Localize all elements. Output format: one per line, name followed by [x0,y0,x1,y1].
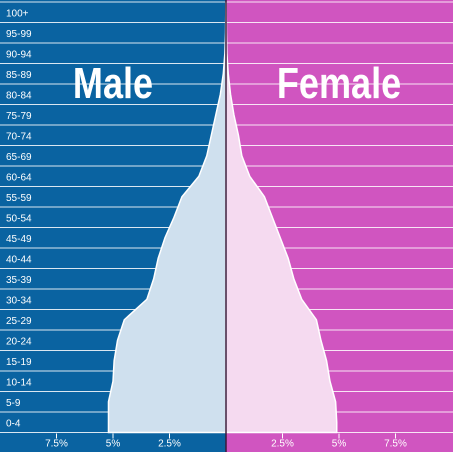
female-population-area [225,1,338,434]
female-title: Female [277,59,401,108]
age-label: 10-14 [6,377,32,388]
age-label: 70-74 [6,131,32,142]
age-label: 55-59 [6,193,32,204]
age-label: 0-4 [6,418,21,429]
age-label: 80-84 [6,90,32,101]
age-label: 90-94 [6,49,32,60]
x-axis-ticks: 7.5% 5% 2.5% 2.5% 5% 7.5% [45,433,407,450]
age-label: 85-89 [6,70,32,81]
x-tick-label: 7.5% [45,439,68,450]
x-tick-label: 5% [332,439,347,450]
age-label: 95-99 [6,29,32,40]
age-label: 65-69 [6,152,32,163]
x-tick-label: 7.5% [384,439,407,450]
age-label: 100+ [6,8,29,19]
age-label: 50-54 [6,213,32,224]
age-label: 75-79 [6,111,32,122]
age-label: 30-34 [6,295,32,306]
age-label: 15-19 [6,357,32,368]
x-tick-label: 2.5% [158,439,181,450]
age-label: 20-24 [6,336,32,347]
x-tick-label: 5% [106,439,121,450]
x-tick-label: 2.5% [271,439,294,450]
age-label: 5-9 [6,398,21,409]
male-population-area [107,1,227,434]
age-label: 60-64 [6,172,32,183]
age-label: 35-39 [6,275,32,286]
age-label: 40-44 [6,254,32,265]
male-title: Male [73,59,153,108]
age-label: 25-29 [6,316,32,327]
age-label: 45-49 [6,234,32,245]
age-group-labels: 0-4 5-9 10-14 15-19 20-24 25-29 30-34 35-39 40-4… [6,8,32,429]
